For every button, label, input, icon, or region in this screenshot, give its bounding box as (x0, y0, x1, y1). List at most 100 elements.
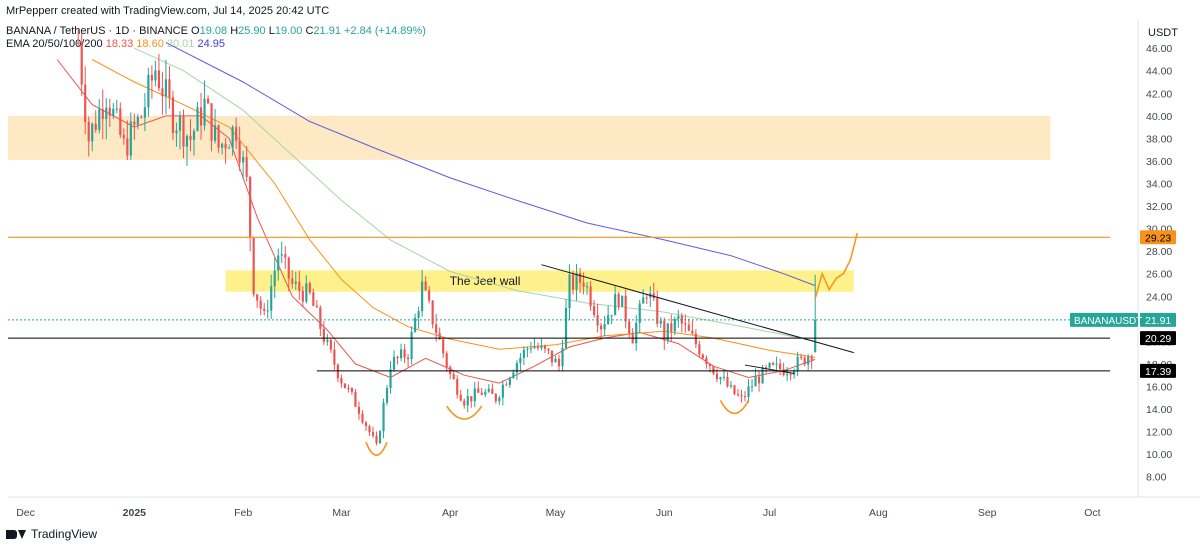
candle-body (101, 109, 104, 120)
candle-body (578, 272, 582, 283)
ohlc-value: 19.08 (199, 25, 228, 37)
ema-value: 18.33 (105, 38, 137, 50)
y-tick-label: 24.00 (1146, 291, 1172, 303)
ema-value: 18.60 (136, 38, 167, 50)
y-tick-label: 42.00 (1146, 88, 1172, 100)
ohlc-value: 25.90 (238, 25, 266, 37)
candle-body (308, 283, 311, 293)
candle-body (424, 281, 427, 291)
candle-body (182, 116, 185, 147)
price-label-bg (1140, 312, 1176, 327)
candle-body (298, 281, 301, 291)
candle-body (459, 394, 462, 401)
candle-body (600, 325, 603, 330)
bottom-arc-2 (719, 400, 750, 415)
ema-values: 18.33 18.60 20.01 24.95 (106, 38, 225, 50)
candle-body (610, 315, 613, 317)
candle-body (431, 300, 434, 325)
candle-body (438, 333, 441, 340)
candle-body (343, 383, 347, 389)
x-tick-label: Oct (1084, 507, 1100, 519)
ema-line-ema100 (134, 47, 816, 342)
candle-body (800, 356, 803, 358)
x-tick-label: Aug (869, 507, 888, 519)
candle-body (192, 131, 196, 140)
candle-body (329, 339, 332, 350)
candle-body (561, 347, 564, 367)
candle-body (122, 134, 125, 139)
candle-body (245, 157, 248, 177)
candle-body (494, 393, 497, 402)
trendline-0 (541, 264, 854, 354)
candle-body (410, 331, 413, 360)
candle-body (652, 293, 655, 299)
candle-body (775, 363, 778, 365)
candle-body (164, 79, 168, 97)
candle-body (684, 323, 687, 325)
symbol-name: BANANA / TetherUS · 1D · BINANCE (6, 25, 188, 37)
candle-body (603, 323, 606, 330)
candle-body (512, 372, 515, 379)
candle-body (540, 345, 543, 349)
candle-body (505, 384, 508, 386)
candle-body (754, 376, 757, 387)
candle-body (206, 98, 210, 104)
candle-body (628, 321, 631, 334)
candle-body (98, 109, 101, 130)
candle-body (694, 333, 697, 345)
price-label: 17.39 (1145, 366, 1171, 378)
ohlc-value: 21.91 (313, 25, 341, 37)
candle-body (764, 367, 768, 369)
candle-body (322, 328, 325, 342)
candle-body (129, 121, 132, 156)
candle-body (740, 395, 743, 397)
candle-body (526, 348, 529, 350)
candle-body (547, 348, 550, 351)
y-tick-label: 46.00 (1146, 43, 1172, 55)
candle-body (796, 356, 799, 372)
candle-body (768, 362, 771, 368)
brand-label: TradingView (31, 527, 98, 541)
candle-body (456, 379, 459, 395)
candle-body (708, 364, 711, 367)
candle-body (133, 121, 136, 125)
candle-body (189, 135, 192, 140)
candle-body (199, 107, 203, 126)
candle-body (91, 123, 94, 142)
candle-body (378, 431, 382, 444)
candle-body (94, 123, 97, 130)
candle-body (515, 363, 518, 373)
candle-body (435, 324, 438, 334)
tradingview-brand[interactable]: TradingView (6, 527, 97, 541)
candle-body (743, 396, 747, 398)
candle-body (529, 348, 533, 350)
ohlc-label: H (230, 25, 239, 37)
symbol-legend[interactable]: BANANA / TetherUS · 1D · BINANCE O19.08 … (6, 25, 426, 37)
candle-body (280, 254, 283, 256)
candle-body (350, 388, 354, 392)
candle-body (663, 320, 666, 341)
candle-body (242, 157, 245, 163)
candle-body (635, 322, 638, 344)
candle-body (585, 286, 589, 288)
price-label-bg (1140, 363, 1176, 378)
ohlc-value: 19.00 (274, 25, 303, 37)
candle-body (336, 364, 339, 379)
candle-body (84, 84, 87, 122)
candle-body (319, 307, 322, 329)
candle-body (220, 143, 224, 148)
candle-body (719, 377, 722, 380)
candle-body (115, 108, 118, 110)
candle-body (793, 371, 796, 375)
candle-body (403, 349, 406, 358)
candle-body (284, 254, 287, 258)
candle-body (750, 386, 754, 388)
candle-body (368, 426, 371, 433)
ema-line-ema20 (56, 59, 816, 384)
y-tick-label: 16.00 (1146, 381, 1172, 393)
candle-body (533, 346, 536, 349)
candle-body (715, 373, 719, 380)
candle-body (263, 308, 266, 311)
